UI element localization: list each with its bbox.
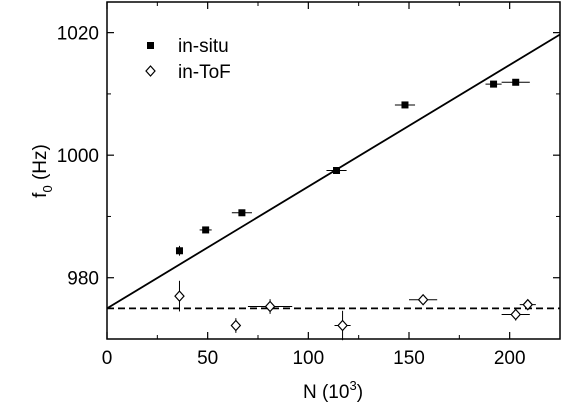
legend-label-in-ToF: in-ToF (178, 62, 231, 83)
x-axis-title: N (103) (303, 378, 363, 403)
data-point-in-situ (512, 78, 520, 86)
plot-frame (106, 1, 561, 340)
data-point-in-situ (490, 80, 498, 88)
x-tick-label: 200 (494, 348, 526, 369)
data-point-in-ToF (417, 293, 429, 306)
y-axis-title: f0 (Hz) (30, 144, 55, 198)
x-axis-title-tail: ) (357, 382, 363, 403)
plot-content (106, 33, 561, 341)
data-point-in-situ (202, 226, 210, 234)
y-tick-label: 1000 (57, 146, 99, 167)
data-point-in-ToF (337, 319, 348, 332)
legend-marker-in-situ (147, 42, 154, 49)
data-point-in-situ (238, 209, 246, 217)
y-tick-label: 1020 (57, 24, 99, 45)
data-point-in-ToF (174, 290, 185, 303)
x-axis-title-main: N (10 (303, 382, 349, 403)
axis-ticks (106, 2, 560, 339)
data-point-in-ToF (264, 300, 276, 313)
data-point-in-ToF (510, 308, 522, 321)
data-point-in-ToF (522, 298, 534, 311)
y-tick-label: 980 (67, 269, 99, 290)
data-point-in-situ (333, 167, 341, 174)
data-point-in-situ (175, 247, 183, 255)
data-point-in-ToF (230, 319, 242, 332)
legend: in-situ in-ToF (145, 36, 231, 83)
tick-labels: 0 50 100 150 200 980 1000 1020 (57, 24, 526, 369)
x-axis-title-sup: 3 (349, 378, 356, 393)
legend-marker-in-ToF (145, 65, 156, 77)
y-axis-title-tail: (Hz) (30, 144, 51, 185)
x-tick-label: 0 (102, 348, 113, 369)
x-tick-label: 100 (292, 348, 324, 369)
data-point-in-situ (401, 101, 409, 109)
y-axis-title-main: f (30, 192, 51, 198)
legend-label-in-situ: in-situ (178, 36, 229, 57)
x-tick-label: 50 (197, 348, 218, 369)
y-axis-title-sub: 0 (40, 185, 55, 192)
x-tick-label: 150 (393, 348, 425, 369)
